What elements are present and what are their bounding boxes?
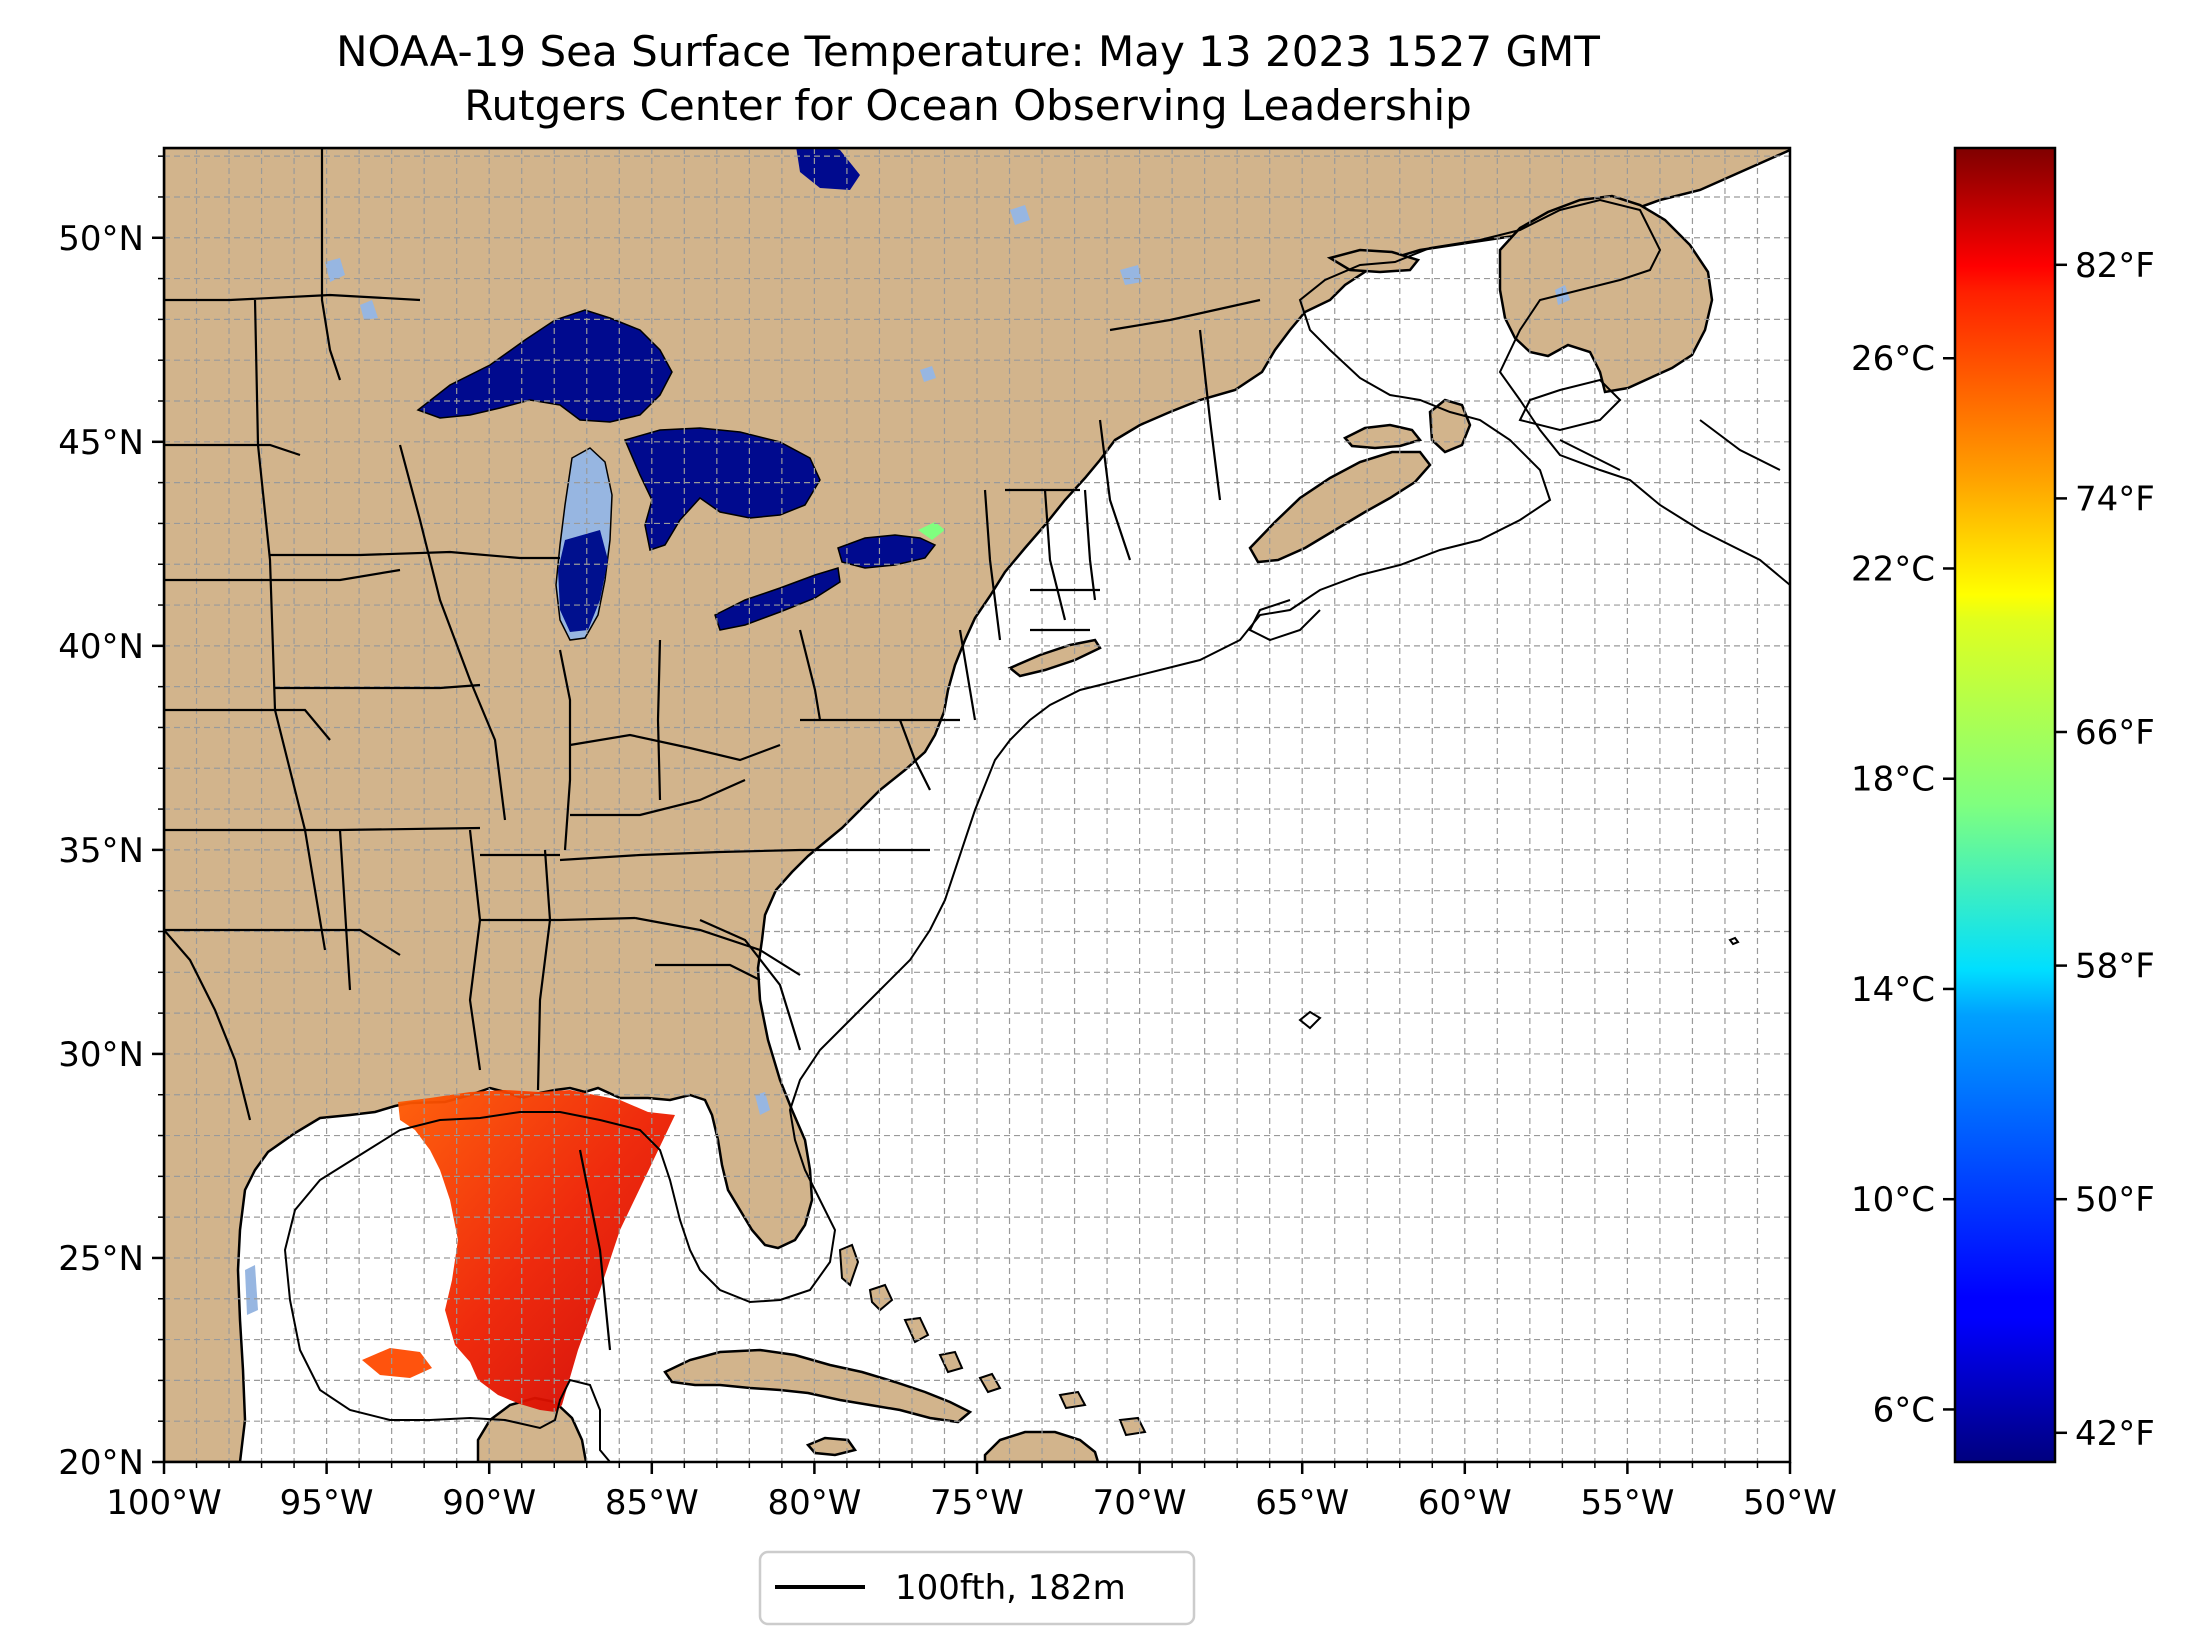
celsius-tick-label: 22°C [1851,549,1935,589]
x-axis: 100°W 95°W 90°W 85°W 80°W 75°W 70°W 65°W 60°W 55°… [106,1462,1837,1523]
celsius-tick-label: 18°C [1851,760,1935,800]
land-nova-scotia [1248,450,1432,564]
x-tick-label: 55°W [1580,1483,1674,1523]
y-tick-label: 40°N [58,627,144,667]
lake-erie [714,567,841,631]
x-tick-label: 65°W [1255,1483,1349,1523]
land-long-island [1007,638,1102,678]
land-pei [1342,423,1423,450]
lake-huron [623,427,821,551]
great-lakes [416,309,945,641]
y-tick-label: 50°N [58,219,144,259]
x-tick-label: 100°W [106,1483,222,1523]
lake-ontario-warm [918,522,945,540]
celsius-tick-label: 14°C [1851,970,1935,1010]
gulf-sst-patch-west [362,1348,432,1378]
colorbar-frame [1953,146,2057,1464]
land-cuba [663,1348,973,1424]
title-line-1: NOAA-19 Sea Surface Temperature: May 13 … [336,27,1600,76]
x-tick-label: 80°W [767,1483,861,1523]
x-tick-label: 60°W [1418,1483,1512,1523]
y-axis: 20°N 25°N 30°N 35°N 40°N 45°N 50°N [58,155,164,1483]
fahrenheit-tick-label: 50°F [2075,1180,2155,1220]
x-tick-label: 85°W [605,1483,699,1523]
fahrenheit-tick-label: 74°F [2075,479,2155,519]
lake-ontario [837,534,937,569]
gulf-sst-swath [398,1090,675,1412]
celsius-tick-label: 6°C [1873,1390,1935,1430]
colorbar-celsius-ticks: 6°C 10°C 14°C 18°C 22°C 26°C [1851,339,1955,1430]
isobath-100fth [283,198,1790,1462]
gridlines [164,148,1790,1462]
y-tick-label: 45°N [58,423,144,463]
land-bahamas [838,1243,1147,1437]
x-tick-label: 70°W [1093,1483,1187,1523]
colorbar-gradient [1955,148,2055,1462]
colorbar-fahrenheit-ticks: 42°F 50°F 58°F 66°F 74°F 82°F [2055,246,2155,1454]
x-tick-label: 75°W [930,1483,1024,1523]
y-tick-label: 20°N [58,1443,144,1483]
fahrenheit-tick-label: 66°F [2075,713,2155,753]
x-tick-label: 90°W [442,1483,536,1523]
y-tick-label: 30°N [58,1035,144,1075]
x-tick-label: 95°W [280,1483,374,1523]
title-line-2: Rutgers Center for Ocean Observing Leade… [464,81,1472,130]
legend-box [758,1550,1196,1626]
y-tick-label: 25°N [58,1239,144,1279]
map-panel: 100°W 95°W 90°W 85°W 80°W 75°W 70°W 65°W 60°W 55°… [58,146,1837,1523]
fahrenheit-tick-label: 82°F [2075,246,2155,286]
colorbar: 6°C 10°C 14°C 18°C 22°C 26°C 42°F 50°F 58°F 66°F… [1851,146,2155,1464]
fahrenheit-tick-label: 42°F [2075,1414,2155,1454]
celsius-tick-label: 10°C [1851,1180,1935,1220]
lake-michigan-sst [558,530,608,632]
land-hispaniola [983,1430,1100,1462]
legend-label: 100fth, 182m [895,1568,1126,1608]
legend: 100fth, 182m [758,1550,1196,1626]
celsius-tick-label: 26°C [1851,339,1935,379]
political-borders [164,148,1261,1351]
lake-superior [416,309,673,423]
small-lakes [245,148,1570,1315]
x-tick-label: 50°W [1743,1483,1837,1523]
fahrenheit-tick-label: 58°F [2075,947,2155,987]
y-tick-label: 35°N [58,831,144,871]
land-anticosti [1326,248,1421,274]
